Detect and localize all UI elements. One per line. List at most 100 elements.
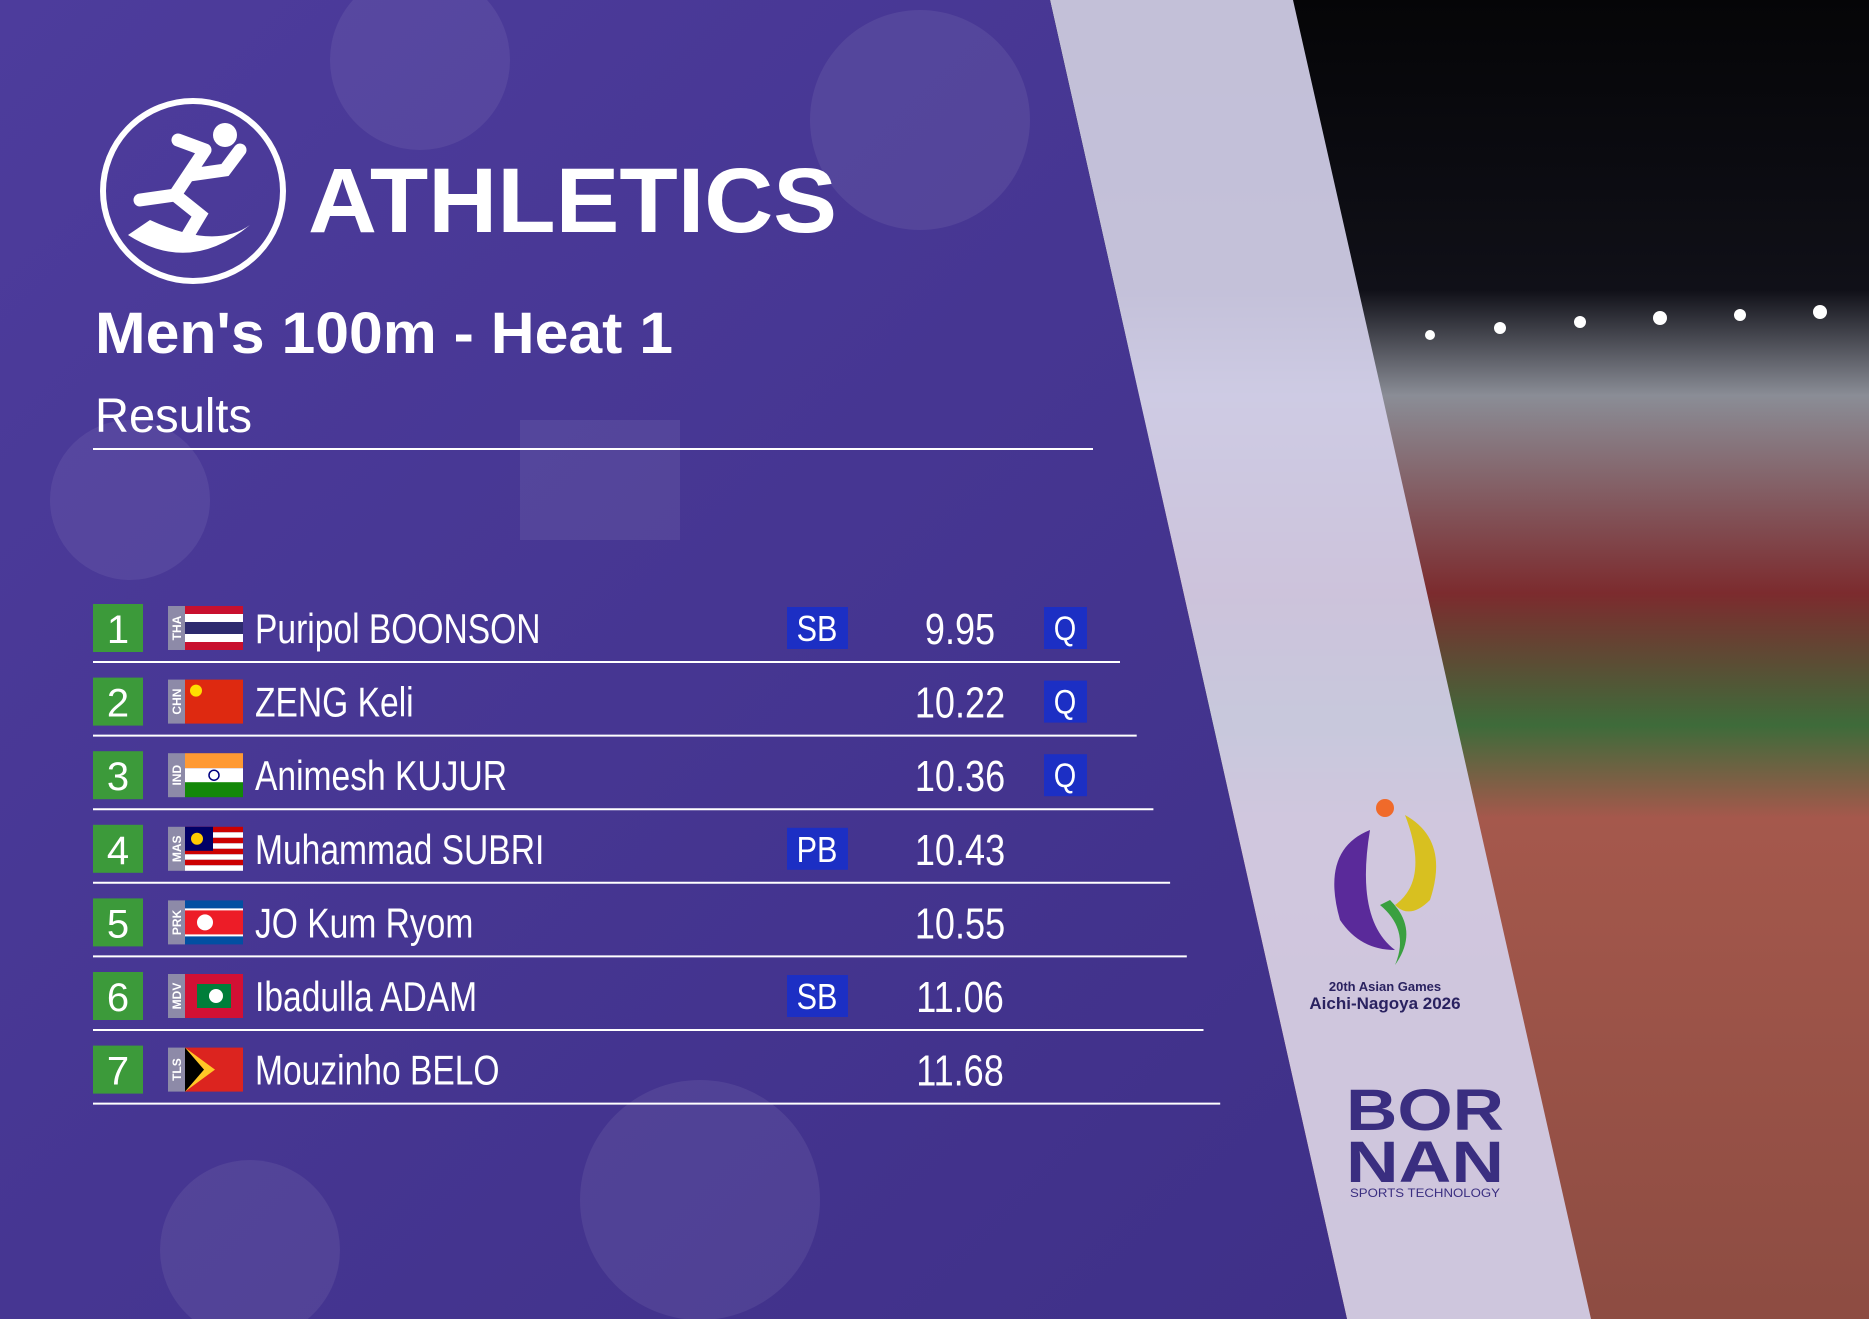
country-code: MAS <box>170 835 184 862</box>
qualification-box <box>1044 680 1087 723</box>
rank-box <box>93 1045 143 1094</box>
qualification-box <box>1044 607 1087 649</box>
flag-part <box>185 843 243 849</box>
qualification: Q <box>1054 609 1076 648</box>
flag-part <box>185 865 243 871</box>
sponsor-logo: BOR NAN SPORTS TECHNOLOGY <box>1346 1078 1504 1200</box>
flag-part <box>185 826 243 833</box>
games-host: Aichi-Nagoya 2026 <box>1309 994 1460 1013</box>
athlete-name: ZENG Keli <box>255 680 414 726</box>
sport-pictogram <box>100 98 286 284</box>
record-box <box>787 607 848 649</box>
rank-box <box>93 677 143 726</box>
flag-part <box>185 859 243 866</box>
rank: 4 <box>107 829 129 873</box>
flag-part <box>185 782 243 798</box>
rank: 2 <box>107 682 129 726</box>
athlete-name: Ibadulla ADAM <box>255 975 477 1021</box>
flag-part <box>185 1047 204 1092</box>
flag-part <box>185 848 243 855</box>
record-box <box>787 827 848 870</box>
rank-box <box>93 824 143 873</box>
results-table: 1 THA Puripol BOONSON SB 9.95 Q 2 CHN ZENG Keli 1… <box>93 604 1221 1105</box>
diagonal-stripe <box>1050 0 1591 1319</box>
flag <box>185 974 243 1018</box>
rank-box <box>93 604 143 652</box>
rank: 5 <box>107 902 129 946</box>
country-strip <box>168 826 185 871</box>
rank: 6 <box>107 976 129 1020</box>
country-code: TLS <box>170 1058 184 1081</box>
qualification-box <box>1044 754 1087 797</box>
country-strip <box>168 1047 185 1092</box>
time: 10.43 <box>915 825 1005 874</box>
athlete-name: Muhammad SUBRI <box>255 827 544 873</box>
flag-part <box>185 854 243 860</box>
flag-part <box>185 642 243 650</box>
record: PB <box>797 831 838 871</box>
country-strip <box>168 606 185 650</box>
time: 11.06 <box>916 973 1004 1022</box>
time: 10.22 <box>915 678 1005 727</box>
flag-part <box>185 634 243 642</box>
result-row: 3 IND Animesh KUJUR 10.36 Q <box>93 751 1154 811</box>
flag <box>185 753 243 798</box>
flag-part <box>185 910 243 935</box>
flag-part <box>209 989 223 1003</box>
athlete-name: Mouzinho BELO <box>255 1048 500 1094</box>
result-row: 2 CHN ZENG Keli 10.22 Q <box>93 677 1137 737</box>
result-row: 6 MDV Ibadulla ADAM SB 11.06 <box>93 972 1204 1031</box>
flag-part <box>185 768 243 784</box>
result-row: 5 PRK JO Kum Ryom 10.55 <box>93 898 1187 958</box>
country-strip <box>168 900 185 945</box>
subtitle: Results <box>95 390 252 443</box>
sponsor-top: BOR <box>1346 1078 1504 1143</box>
games-logo: 20th Asian Games Aichi-Nagoya 2026 <box>1309 799 1461 1013</box>
athlete-name: Animesh KUJUR <box>255 754 507 800</box>
time: 10.36 <box>915 752 1005 801</box>
flag-part <box>185 753 243 769</box>
time: 10.55 <box>915 899 1005 948</box>
results-panel <box>0 0 1347 1319</box>
sponsor-tagline: SPORTS TECHNOLOGY <box>1350 1186 1500 1200</box>
country-code: PRK <box>170 909 184 935</box>
rank-box <box>93 751 143 800</box>
record: SB <box>797 978 838 1018</box>
country-strip <box>168 679 185 724</box>
country-code: MDV <box>170 983 184 1010</box>
country-strip <box>168 974 185 1018</box>
flag <box>185 826 243 871</box>
flag <box>185 900 243 945</box>
country-code: THA <box>170 615 184 640</box>
time: 11.68 <box>916 1046 1004 1095</box>
stadium-lights <box>1425 305 1827 340</box>
result-row: 4 MAS Muhammad SUBRI PB 10.43 <box>93 824 1171 884</box>
country-code: IND <box>170 765 184 786</box>
rank: 7 <box>107 1050 129 1094</box>
country-code: CHN <box>170 689 184 715</box>
rank-box <box>93 898 143 947</box>
games-name: 20th Asian Games <box>1329 979 1441 994</box>
time: 9.95 <box>925 605 995 654</box>
flag <box>185 1047 243 1092</box>
event-title: Men's 100m - Heat 1 <box>95 301 673 366</box>
flag-part <box>208 769 220 781</box>
flag-part <box>185 606 243 614</box>
rank: 3 <box>107 755 129 799</box>
athlete-name: Puripol BOONSON <box>255 607 541 653</box>
rank: 1 <box>107 608 129 652</box>
flag-part <box>185 837 243 844</box>
qualification: Q <box>1054 682 1076 721</box>
flag-part <box>191 832 203 845</box>
athlete-name: JO Kum Ryom <box>255 901 473 947</box>
record: SB <box>797 610 838 650</box>
flag-part <box>185 614 243 622</box>
qualification: Q <box>1054 756 1076 795</box>
country-strip <box>168 753 185 798</box>
result-row: 7 TLS Mouzinho BELO 11.68 <box>93 1045 1221 1105</box>
background-pattern <box>50 0 1030 1319</box>
flag-part <box>197 914 213 931</box>
sport-title: ATHLETICS <box>308 150 837 252</box>
